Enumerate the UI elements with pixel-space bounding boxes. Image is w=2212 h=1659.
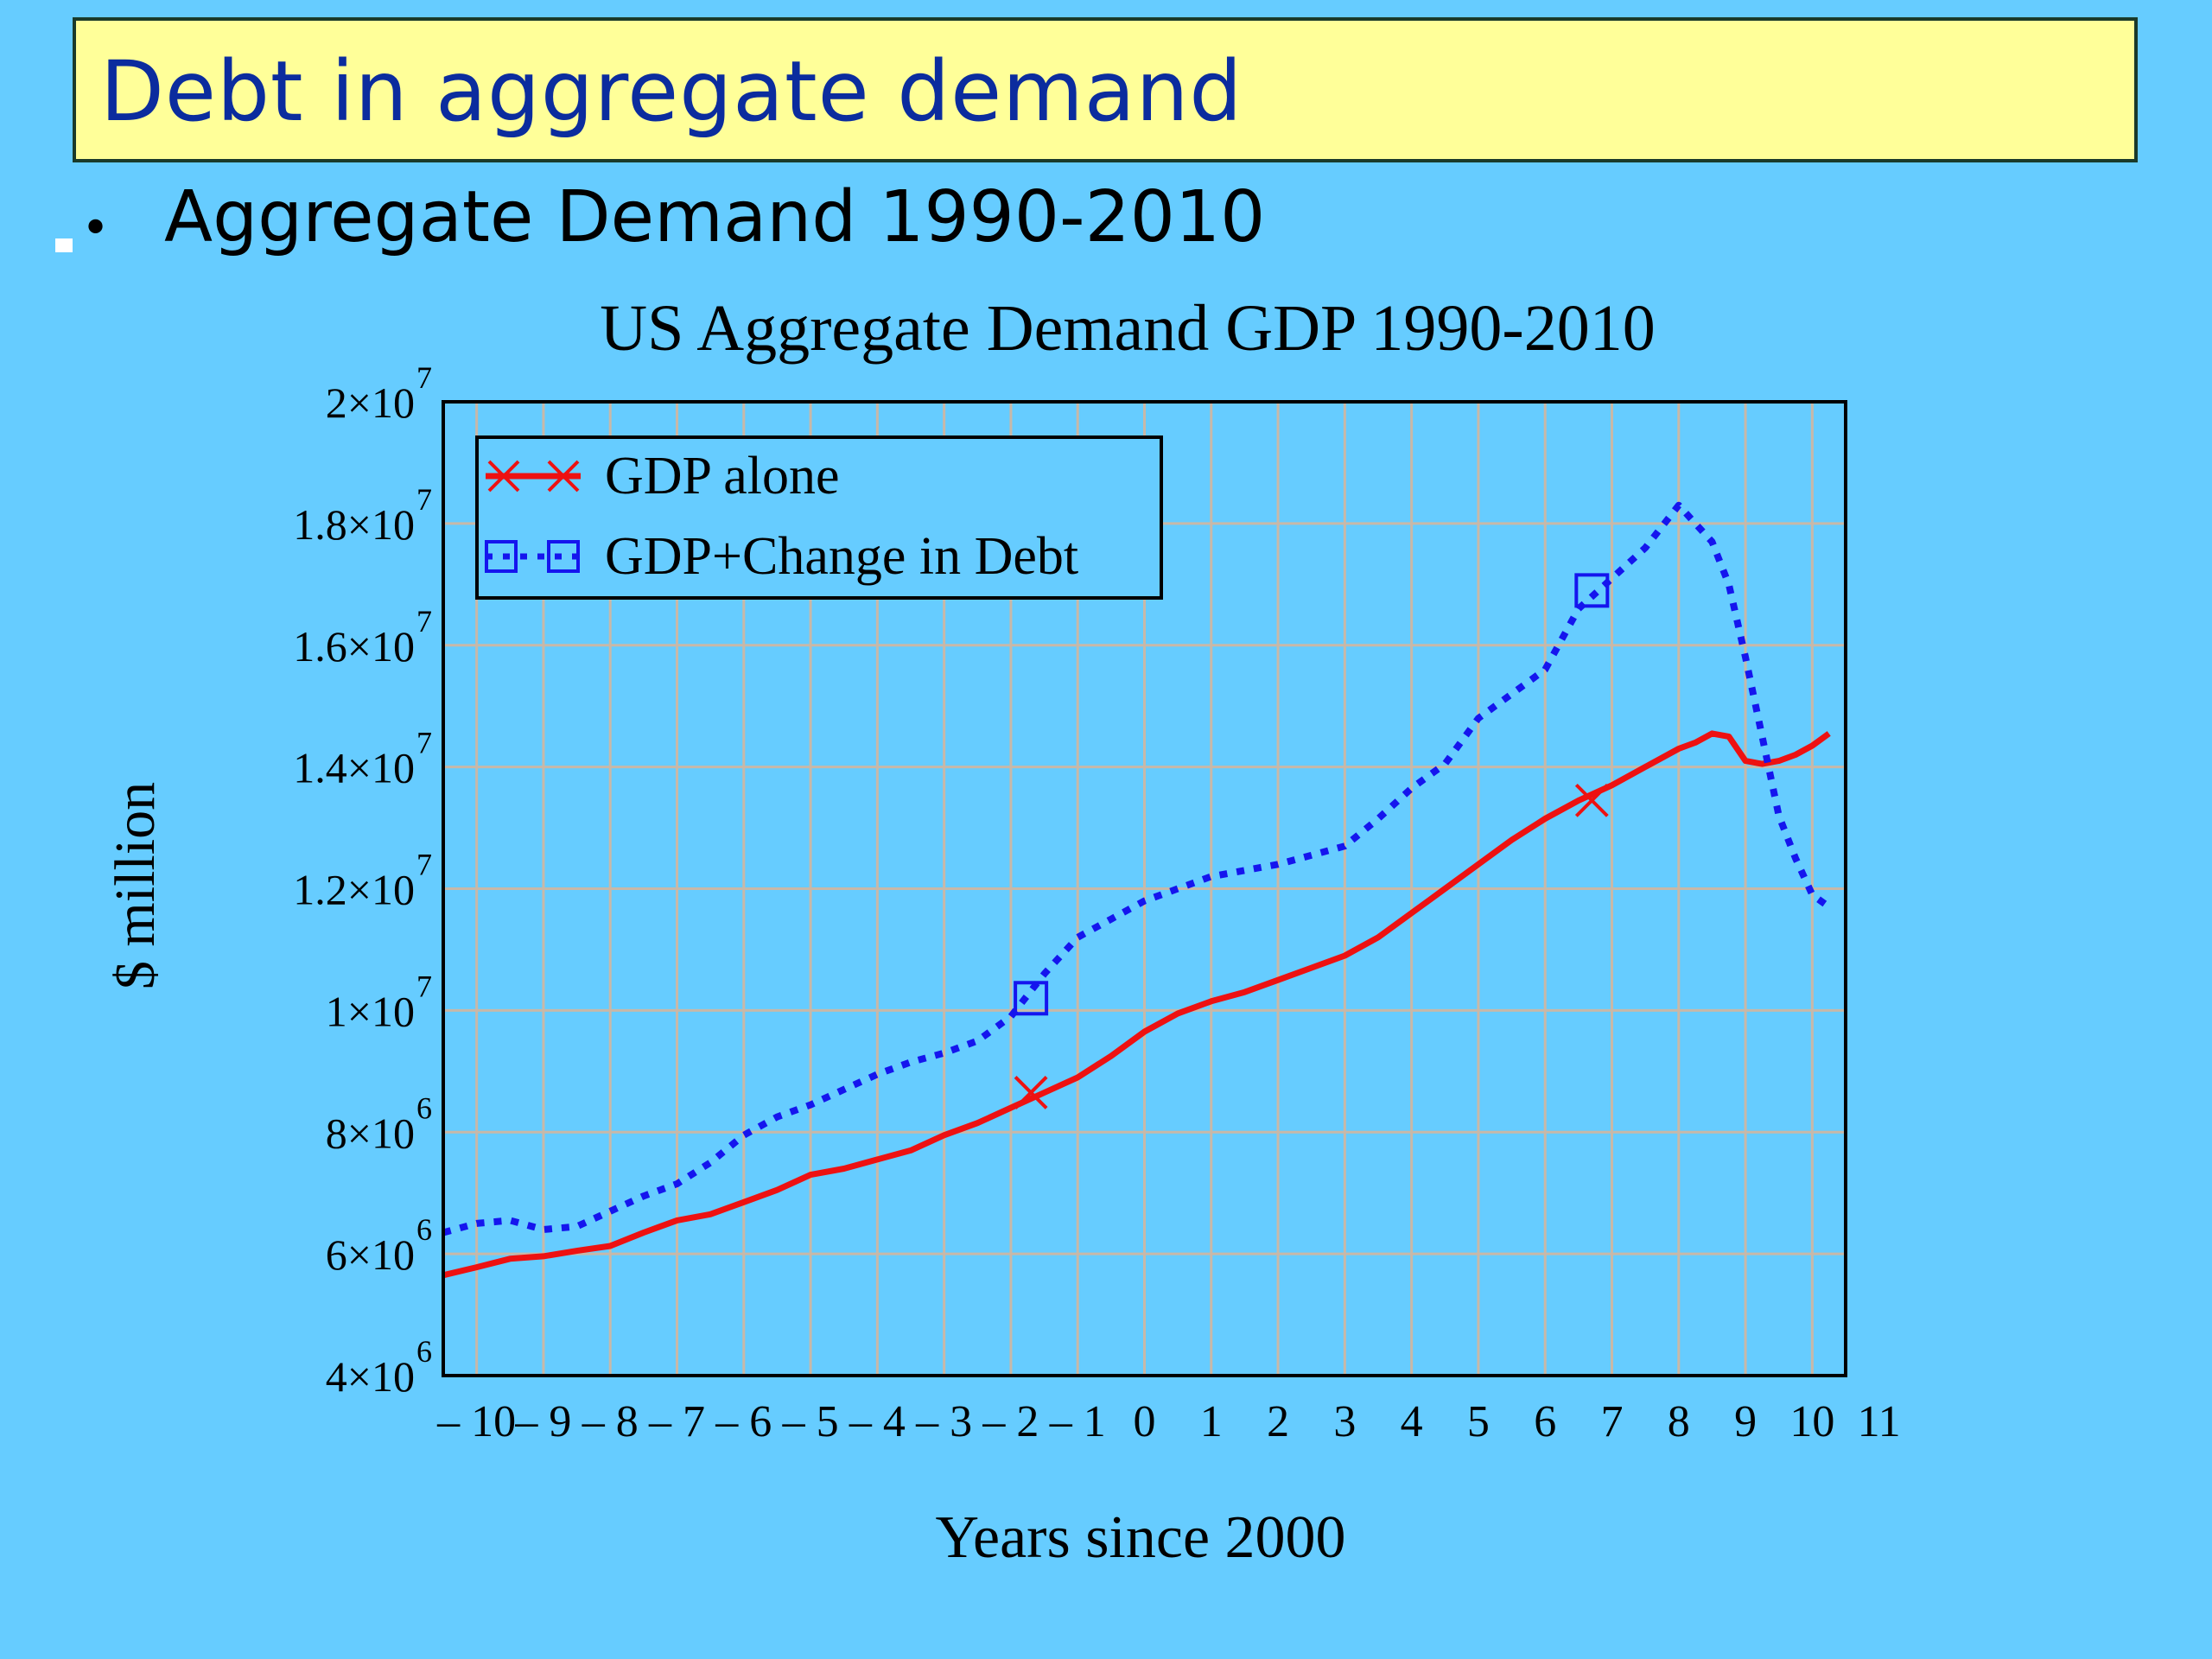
slide-corner-square <box>55 238 73 252</box>
x-tick-label: – 4 <box>849 1397 906 1446</box>
y-tick-exponent: 6 <box>416 1334 432 1369</box>
chart-legend: GDP alone GDP+Change in Debt <box>475 435 1163 600</box>
bullet-text: Aggregate Demand 1990-2010 <box>164 176 1266 258</box>
legend-box <box>475 435 1163 600</box>
x-tick-label: 8 <box>1668 1397 1690 1446</box>
legend-label-gdp-alone: GDP alone <box>605 447 840 505</box>
x-tick-label: 9 <box>1734 1397 1757 1446</box>
y-tick-label: 6×10 <box>326 1230 415 1279</box>
legend-label-gdp-plus-debt: GDP+Change in Debt <box>605 527 1078 586</box>
x-tick-label: 0 <box>1134 1397 1156 1446</box>
y-tick-exponent: 7 <box>416 726 432 760</box>
slide-title-bar: Debt in aggregate demand <box>73 17 2138 162</box>
y-tick-label: 8×10 <box>326 1109 415 1157</box>
data-marker-x <box>1014 1076 1048 1109</box>
y-tick-exponent: 7 <box>416 360 432 395</box>
series-line-gdp-plus-debt <box>442 501 1832 1236</box>
legend-marker-square <box>547 540 580 573</box>
x-tick-label: 10 <box>1789 1397 1834 1446</box>
x-tick-label: 4 <box>1401 1397 1423 1446</box>
series-line-gdp-alone <box>442 730 1831 1279</box>
x-tick-label: – 9 <box>514 1397 571 1446</box>
x-tick-label: 5 <box>1467 1397 1490 1446</box>
x-tick-label: – 5 <box>782 1397 839 1446</box>
chart-title: US Aggregate Demand GDP 1990-2010 <box>600 292 1655 365</box>
legend-marker-x <box>547 460 580 493</box>
x-tick-label: 11 <box>1858 1397 1901 1446</box>
y-tick-label: 1.8×10 <box>293 500 415 549</box>
legend-entry-gdp-plus-debt: GDP+Change in Debt <box>485 527 1078 586</box>
y-tick-label: 1.6×10 <box>293 622 415 671</box>
legend-entry-gdp-alone: GDP alone <box>486 447 840 505</box>
y-tick-exponent: 7 <box>416 482 432 517</box>
x-axis-label: Years since 2000 <box>935 1504 1345 1571</box>
y-tick-label: 1.2×10 <box>293 866 415 914</box>
data-marker-square <box>1014 981 1049 1016</box>
marker-stroke <box>1574 783 1609 817</box>
y-tick-exponent: 7 <box>416 969 432 1003</box>
legend-marker-square <box>485 540 518 573</box>
y-tick-exponent: 6 <box>416 1090 432 1125</box>
y-tick-exponent: 7 <box>416 848 432 882</box>
x-tick-label: 2 <box>1267 1397 1289 1446</box>
y-axis-label: $ million <box>104 782 167 989</box>
slide-title: Debt in aggregate demand <box>100 43 1243 140</box>
y-tick-exponent: 7 <box>416 604 432 639</box>
x-tick-label: 3 <box>1333 1397 1356 1446</box>
x-tick-label: – 10 <box>436 1397 516 1446</box>
x-tick-label: – 6 <box>715 1397 772 1446</box>
plot-frame <box>442 400 1847 1377</box>
y-tick-label: 1×10 <box>326 987 415 1035</box>
y-tick-label: 4×10 <box>326 1352 415 1401</box>
x-tick-label: – 1 <box>1049 1397 1106 1446</box>
x-tick-label: – 7 <box>648 1397 705 1446</box>
y-tick-label: 2×10 <box>326 378 415 427</box>
marker-stroke <box>1014 1076 1048 1109</box>
x-tick-label: – 2 <box>982 1397 1039 1446</box>
x-tick-label: – 3 <box>915 1397 972 1446</box>
y-tick-label: 1.4×10 <box>293 744 415 792</box>
data-marker-square <box>1574 573 1610 608</box>
bullet-marker: • <box>81 200 111 257</box>
x-tick-label: 7 <box>1601 1397 1624 1446</box>
legend-marker-x <box>487 460 520 493</box>
data-marker-x <box>1574 783 1609 817</box>
x-tick-label: 1 <box>1200 1397 1223 1446</box>
y-tick-exponent: 6 <box>416 1212 432 1247</box>
x-tick-label: 6 <box>1534 1397 1556 1446</box>
x-tick-label: – 8 <box>582 1397 639 1446</box>
